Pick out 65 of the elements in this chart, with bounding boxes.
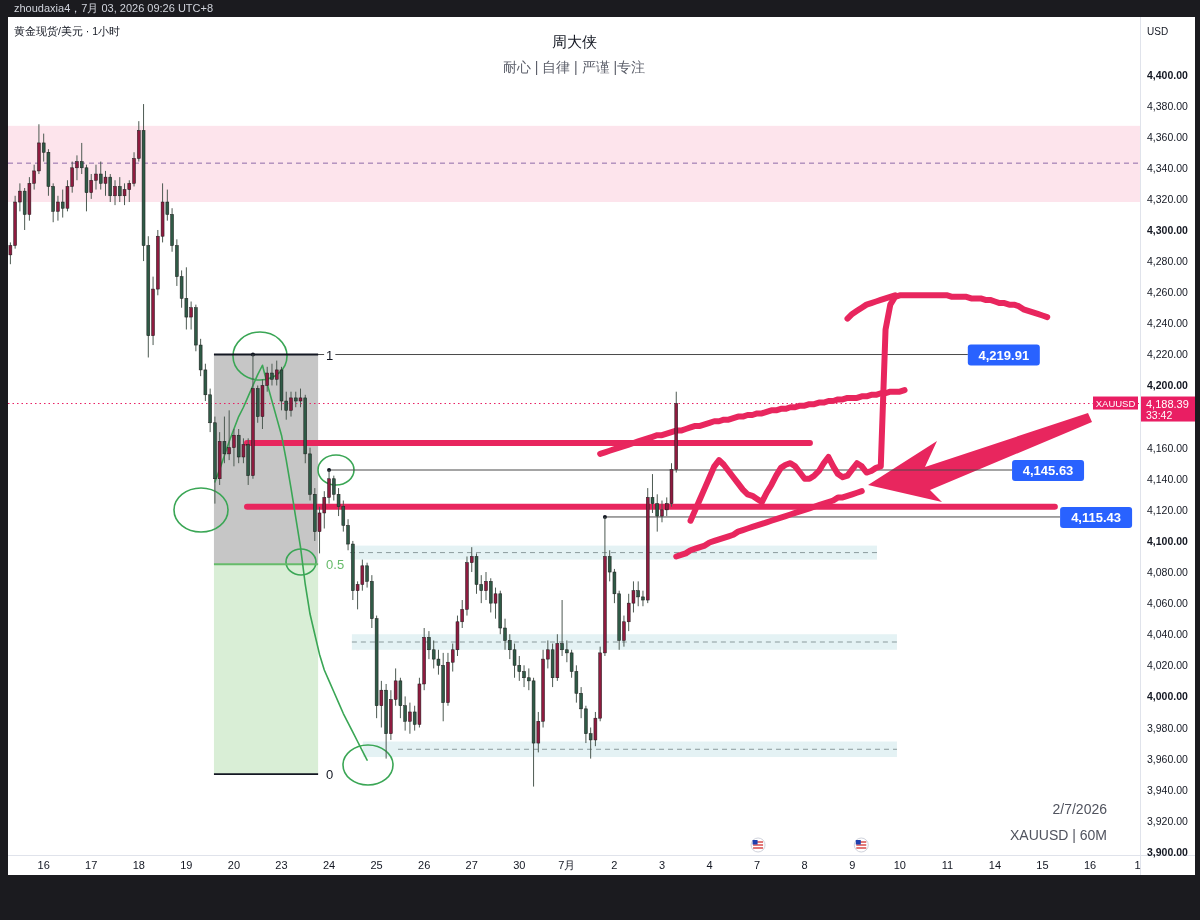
x-tick-label: 17 <box>85 859 98 871</box>
y-tick-label: 3,960.00 <box>1147 752 1189 765</box>
y-tick-label: 4,240.00 <box>1147 317 1189 330</box>
level-label: 0.5 <box>324 556 347 574</box>
y-tick-label: 3,940.00 <box>1147 783 1189 796</box>
y-tick-label: 4,260.00 <box>1147 286 1189 299</box>
y-tick-label: 4,280.00 <box>1147 255 1189 268</box>
x-tick-label: 14 <box>988 859 1002 871</box>
annotation: XAUUSD | 60M <box>1010 827 1107 843</box>
x-tick-label: 27 <box>465 859 478 871</box>
y-tick-label: 4,140.00 <box>1147 472 1189 485</box>
y-tick-label: 3,900.00 <box>1147 845 1189 858</box>
price-label: 4,115.43 <box>1060 506 1133 528</box>
y-tick-label: 4,120.00 <box>1147 503 1189 516</box>
x-tick-label: 7 <box>754 859 761 871</box>
x-tick-label: 24 <box>322 859 336 871</box>
x-tick-label: 7月 <box>558 859 576 871</box>
text: zhoudaxia4，7月 03, 2026 09:26 UTC+8 <box>14 2 214 14</box>
price-label: 4,145.63 <box>1012 460 1085 481</box>
y-tick-label: 4,100.00 <box>1147 534 1189 547</box>
annotation: 2/7/2026 <box>1052 801 1108 817</box>
y-tick-label: 4,400.00 <box>1147 68 1189 81</box>
y-tick-label: 4,300.00 <box>1147 224 1189 236</box>
x-tick-label: 4 <box>706 859 713 871</box>
y-tick-label: 4,340.00 <box>1147 161 1189 174</box>
x-tick-label: 25 <box>370 859 383 871</box>
y-tick-label: 4,360.00 <box>1147 130 1189 143</box>
text: 周大侠 <box>551 33 597 50</box>
ref-line-label: 4,145.63 <box>1022 463 1074 478</box>
x-tick-label: 20 <box>227 859 241 871</box>
x-tick-label: 1 <box>1134 859 1141 871</box>
y-tick-label: 3,920.00 <box>1147 814 1189 827</box>
y-axis-title: USD <box>1147 26 1169 37</box>
text: 耐心 | 自律 | 严谨 |专注 <box>502 59 646 75</box>
x-tick-label: 18 <box>132 859 145 871</box>
y-tick-label: 4,060.00 <box>1147 597 1189 610</box>
x-tick-label: 2 <box>611 859 618 871</box>
x-tick-label: 9 <box>849 859 856 871</box>
x-tick-label: 11 <box>941 859 954 871</box>
x-tick-label: 16 <box>37 859 50 871</box>
y-tick-label: 4,000.00 <box>1147 690 1189 703</box>
level-label: 0 <box>324 766 336 784</box>
annotation: 黄金现货/美元 · 1小时 <box>14 25 121 37</box>
y-tick-label: 4,380.00 <box>1147 99 1189 112</box>
y-tick-label: 4,020.00 <box>1147 659 1189 672</box>
x-tick-label: 10 <box>893 859 906 871</box>
x-tick-label: 15 <box>1036 859 1049 871</box>
x-tick-label: 19 <box>180 859 193 871</box>
text: 33:42 <box>1146 408 1173 421</box>
x-tick-label: 23 <box>275 859 288 871</box>
ref-line-label: 4,115.43 <box>1071 509 1122 525</box>
y-tick-label: 4,200.00 <box>1147 379 1189 392</box>
y-tick-label: 4,320.00 <box>1147 192 1189 205</box>
y-tick-label: 4,220.00 <box>1147 348 1189 361</box>
y-tick-label: 4,040.00 <box>1147 628 1189 641</box>
x-tick-label: 16 <box>1083 859 1097 871</box>
ref-line-label: 4,219.91 <box>978 347 1030 363</box>
x-tick-label: 3 <box>658 859 666 871</box>
y-tick-label: 4,160.00 <box>1147 441 1189 454</box>
y-tick-label: 4,080.00 <box>1147 566 1189 579</box>
x-tick-label: 30 <box>513 859 526 871</box>
y-tick-label: 3,980.00 <box>1147 721 1189 734</box>
x-tick-label: 26 <box>418 859 431 871</box>
x-tick-label: 8 <box>801 859 808 871</box>
ref-line-label: 4,188.39 <box>1146 397 1189 410</box>
